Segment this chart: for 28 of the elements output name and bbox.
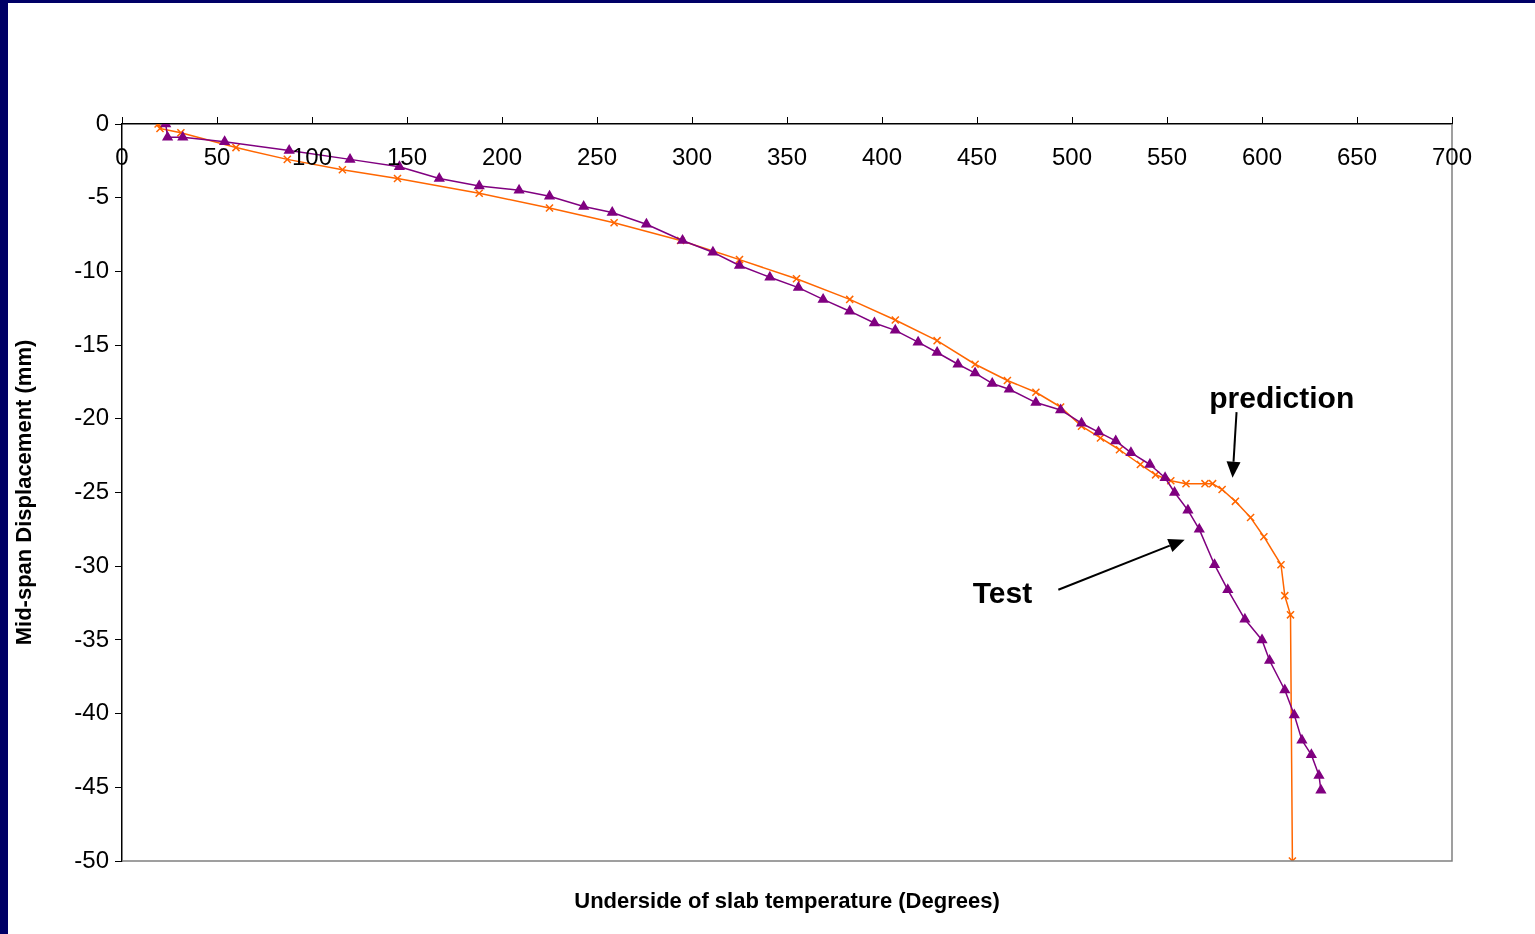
x-tick-label: 400	[861, 142, 903, 170]
x-tick-label: 200	[481, 142, 523, 170]
y-tick-label: -45	[74, 771, 109, 799]
y-tick-label: 0	[95, 108, 109, 136]
y-tick-label: -50	[74, 845, 109, 873]
x-tick-label: 250	[576, 142, 618, 170]
y-tick-label: -15	[74, 329, 109, 357]
x-tick-label: 450	[956, 142, 998, 170]
y-tick-label: -20	[74, 403, 109, 431]
x-tick-label: 300	[671, 142, 713, 170]
x-tick-label: 600	[1241, 142, 1283, 170]
x-tick-label: 150	[386, 142, 428, 170]
x-tick-label: 500	[1051, 142, 1093, 170]
annotation: prediction	[1209, 381, 1355, 415]
x-tick-label: 700	[1431, 142, 1473, 170]
x-tick-label: 550	[1146, 142, 1188, 170]
y-tick-label: -30	[74, 550, 109, 578]
y-tick-label: -10	[74, 256, 109, 284]
y-axis-title: Mid-span Displacement (mm)	[11, 339, 37, 646]
annotation: Test	[972, 576, 1033, 610]
x-tick-label: 650	[1336, 142, 1378, 170]
y-tick-label: -40	[74, 698, 109, 726]
y-tick-label: -5	[87, 182, 109, 210]
y-tick-label: -35	[74, 624, 109, 652]
x-tick-label: 350	[766, 142, 808, 170]
y-tick-label: -25	[74, 477, 109, 505]
x-axis-title: Underside of slab temperature (Degrees)	[574, 888, 1000, 914]
x-tick-label: 50	[203, 142, 231, 170]
